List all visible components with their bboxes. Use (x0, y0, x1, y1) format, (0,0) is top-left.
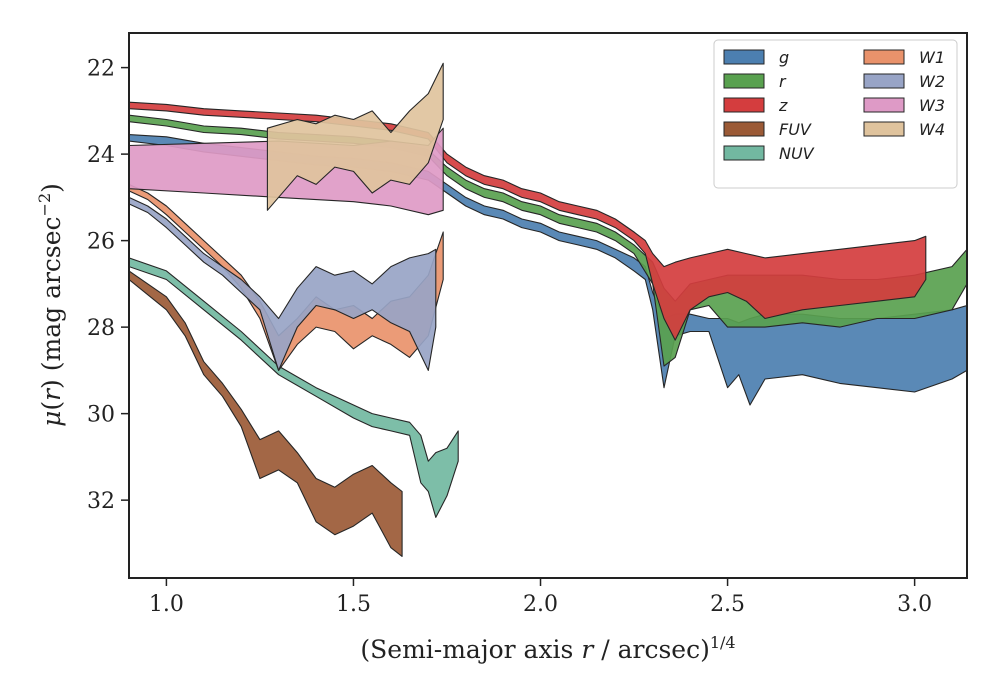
plot-frame (128, 32, 968, 579)
legend-swatch-w2 (863, 73, 905, 89)
x-axis: 1.0 1.5 2.0 2.5 3.0 (149, 578, 932, 617)
band-z (129, 101, 927, 341)
x-tick-label: 1.5 (336, 592, 371, 617)
band-nuv (129, 257, 459, 518)
legend-swatch-w3 (863, 97, 905, 113)
y-tick-label: 30 (87, 403, 115, 428)
x-axis-label: (Semi-major axis r / arcsec)1/4 (360, 633, 735, 664)
legend-label-w2: W2 (919, 72, 945, 91)
legend-swatch-w4 (863, 121, 905, 137)
band-fuv (129, 270, 403, 557)
legend-label-g: g (779, 48, 789, 67)
legend-swatch-g (723, 49, 765, 65)
legend-label-nuv: NUV (779, 144, 815, 163)
legend-swatch-nuv (723, 145, 765, 161)
legend-label-fuv: FUV (779, 120, 812, 139)
x-tick-label: 2.0 (523, 592, 558, 617)
y-tick-label: 24 (87, 143, 115, 168)
legend-label-z: z (778, 96, 788, 115)
band-w2 (129, 196, 437, 371)
legend: grz FUV NUV W1 W2 W3 W4 (713, 39, 958, 189)
profile-bands (129, 62, 967, 557)
x-tick-label: 2.5 (710, 592, 745, 617)
y-tick-label: 28 (87, 316, 115, 341)
legend-swatch-z (723, 97, 765, 113)
legend-swatch-fuv (723, 121, 765, 137)
x-tick-label: 1.0 (149, 592, 184, 617)
band-g (129, 134, 967, 406)
legend-label-w1: W1 (919, 48, 945, 67)
legend-label-r: r (779, 72, 787, 91)
y-axis: 22 24 26 28 30 32 (87, 57, 129, 514)
y-axis-label: μ(r) (mag arcsec−2) (35, 183, 66, 427)
y-tick-label: 32 (87, 489, 115, 514)
y-tick-label: 22 (87, 57, 115, 82)
x-tick-label: 3.0 (897, 592, 932, 617)
legend-label-w3: W3 (919, 96, 945, 115)
legend-label-w4: W4 (919, 120, 945, 139)
band-w4 (266, 62, 444, 211)
y-tick-label: 26 (87, 230, 115, 255)
legend-swatch-r (723, 73, 765, 89)
legend-swatch-w1 (863, 49, 905, 65)
